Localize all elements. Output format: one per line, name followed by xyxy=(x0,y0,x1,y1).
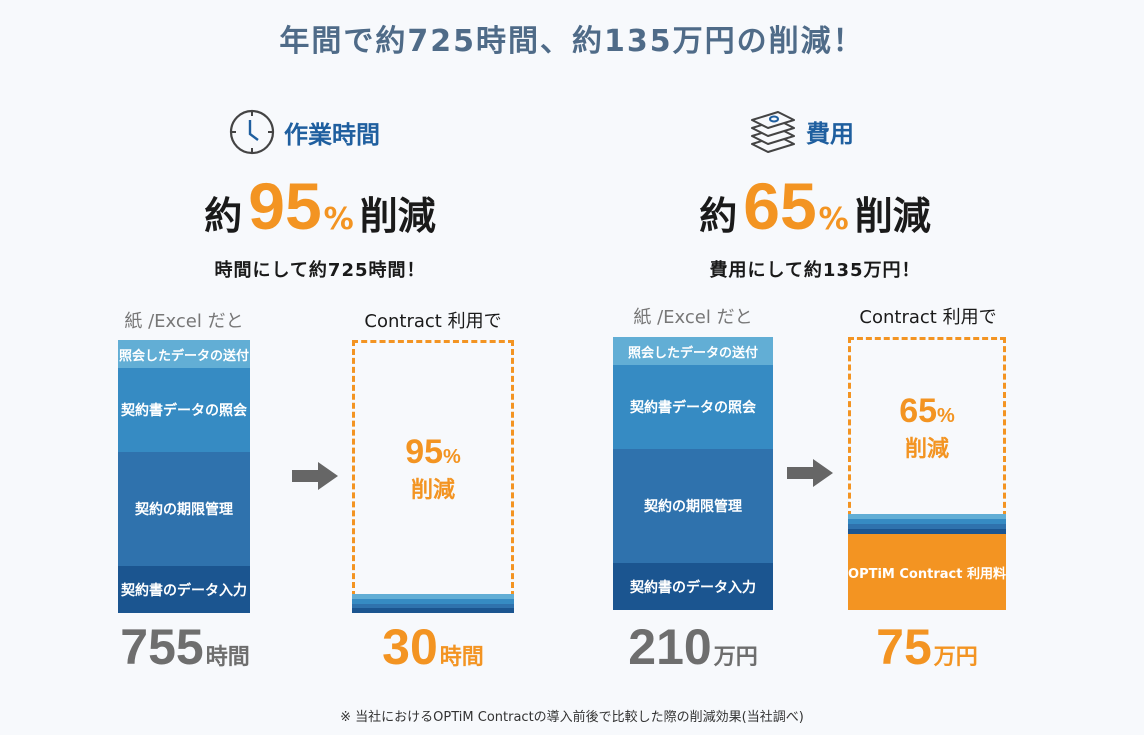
arrow-right-icon xyxy=(292,462,338,490)
segment-data-entry: 契約書のデータ入力 xyxy=(118,566,250,613)
cost-after-total: 75 万円 xyxy=(876,619,978,675)
reduction-prefix: 約 xyxy=(204,194,243,238)
time-reduced-label: 削減 xyxy=(410,478,455,503)
cost-before-total: 210 万円 xyxy=(628,619,758,675)
segment-send-data: 照会したデータの送付 xyxy=(118,340,250,368)
footnote: ※ 当社におけるOPTiM Contractの導入前後で比較した際の削減効果(当… xyxy=(340,710,804,725)
reduction-prefix: 約 xyxy=(699,194,738,238)
time-before-stack: 照会したデータの送付 契約書データの照会 契約の期限管理 契約書のデータ入力 xyxy=(118,340,250,613)
segment-deadline-mgmt: 契約の期限管理 xyxy=(118,452,250,566)
cost-reduced-pct: 65% xyxy=(899,391,955,430)
cost-before-stack: 照会したデータの送付 契約書データの照会 契約の期限管理 契約書のデータ入力 xyxy=(613,337,773,610)
time-before-total: 755 時間 xyxy=(120,619,250,675)
cost-reduction-headline: 約 65 % 削減 xyxy=(625,168,1005,244)
time-section-title: 作業時間 xyxy=(228,108,380,156)
segment-contract-lookup: 契約書データの照会 xyxy=(118,368,250,452)
cost-before-label: 紙 /Excel だと xyxy=(633,307,753,328)
time-reduced-area: 95% 削減 xyxy=(352,340,514,597)
reduction-value: 65 xyxy=(743,169,817,243)
time-reduced-pct: 95% xyxy=(405,433,461,471)
cost-section-title: 費用 xyxy=(748,106,854,156)
time-reduction-headline: 約 95 % 削減 xyxy=(130,168,510,244)
cost-after-label: Contract 利用で xyxy=(859,307,997,328)
cost-reduced-area: 65% 削減 xyxy=(848,337,1006,517)
segment-contract-lookup: 契約書データの照会 xyxy=(613,365,773,449)
cost-after-stack xyxy=(848,514,1006,534)
time-after-label: Contract 利用で xyxy=(364,311,502,332)
reduction-unit: % xyxy=(818,202,849,237)
segment-deadline-mgmt: 契約の期限管理 xyxy=(613,449,773,563)
cost-reduced-label: 削減 xyxy=(904,436,949,462)
arrow-right-icon xyxy=(787,459,833,487)
time-subline: 時間にして約725時間！ xyxy=(214,260,426,281)
page-headline: 年間で約725時間、約135万円の削減！ xyxy=(279,24,865,59)
reduction-value: 95 xyxy=(248,169,322,243)
segment-send-data: 照会したデータの送付 xyxy=(613,337,773,365)
reduction-suffix: 削減 xyxy=(359,194,436,238)
clock-icon xyxy=(229,109,275,155)
reduction-unit: % xyxy=(323,202,354,237)
time-title-label: 作業時間 xyxy=(284,120,380,149)
segment-data-entry: 契約書のデータ入力 xyxy=(613,563,773,610)
cost-title-label: 費用 xyxy=(806,119,854,148)
time-after-total: 30 時間 xyxy=(382,619,484,675)
time-after-stack xyxy=(352,594,514,613)
cost-subline: 費用にして約135万円！ xyxy=(709,260,921,281)
optim-contract-fee: OPTiM Contract 利用料 xyxy=(848,534,1006,610)
money-stack-icon xyxy=(751,111,795,153)
reduction-suffix: 削減 xyxy=(854,194,931,238)
time-before-label: 紙 /Excel だと xyxy=(124,311,244,332)
